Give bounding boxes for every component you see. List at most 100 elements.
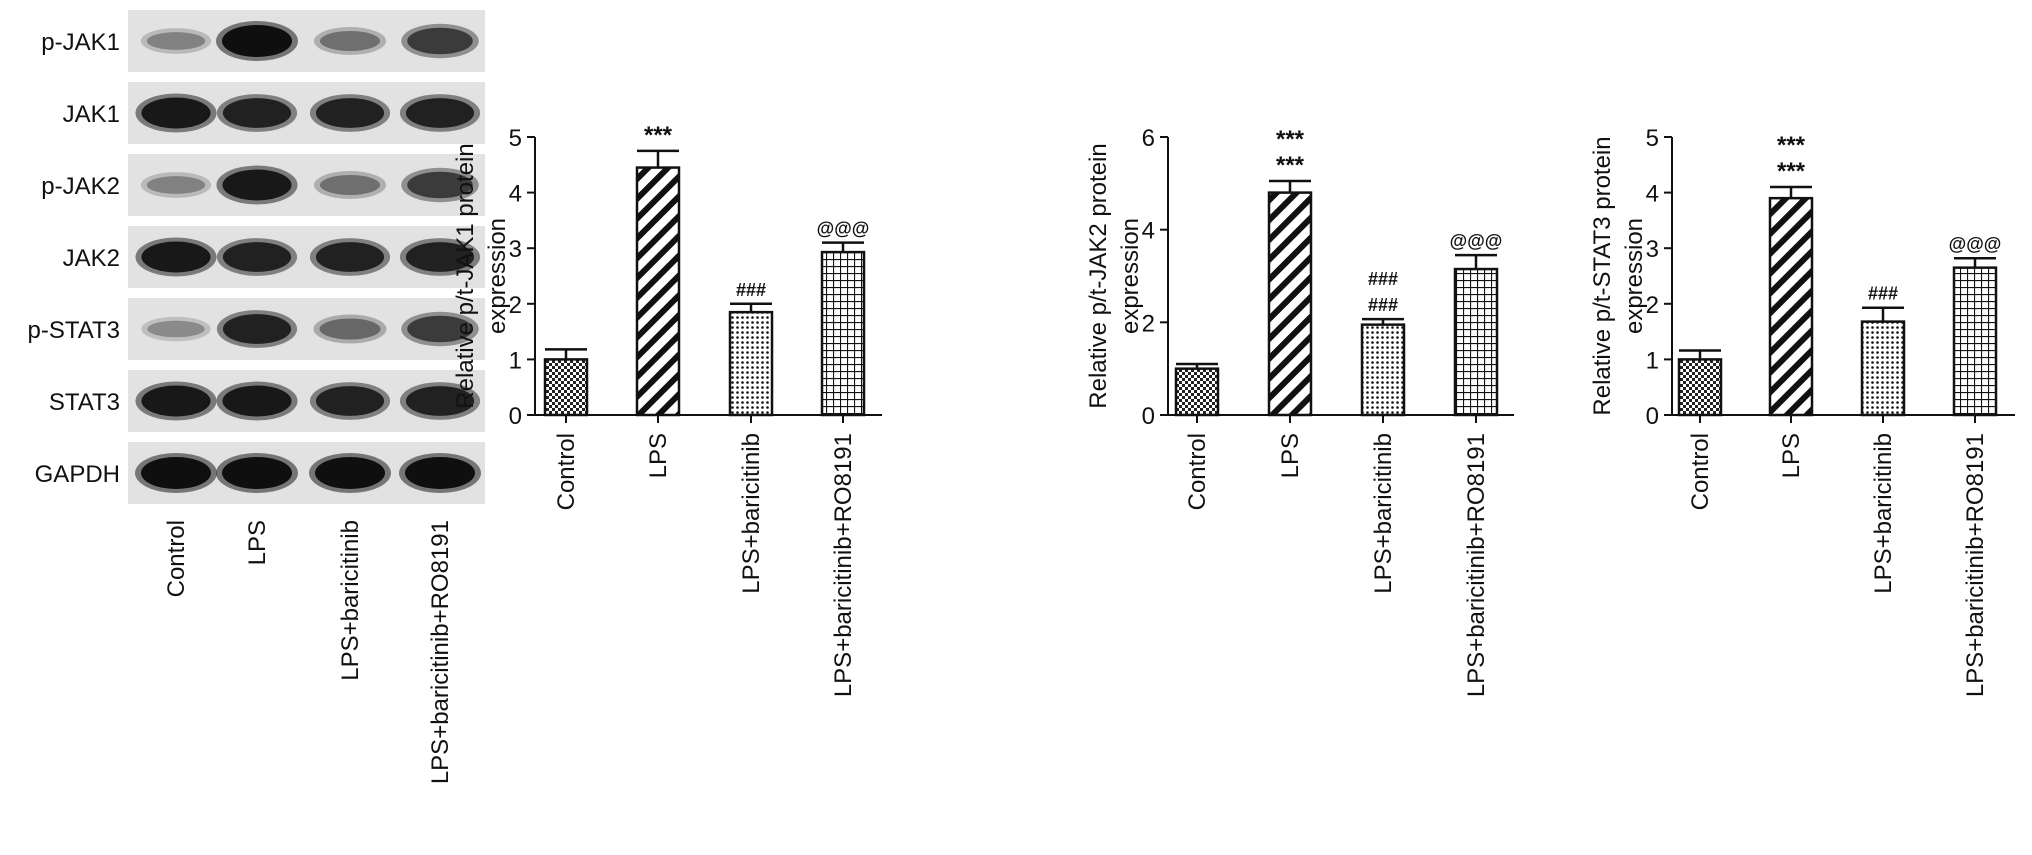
x-tick-label: Control [1184, 433, 1211, 510]
y-axis-label: expression [1117, 218, 1144, 334]
chart-1: 0 1 2 3 4 5 Relative p/t-JAK1 protein expressio… [452, 122, 882, 697]
significance-marker: *** [1276, 152, 1305, 179]
y-tick-label: 4 [1646, 181, 1659, 208]
band [141, 97, 211, 129]
bar [1453, 267, 1499, 417]
bar [820, 250, 866, 417]
y-tick-label: 2 [509, 292, 522, 319]
significance-marker: *** [1276, 126, 1305, 153]
band [222, 314, 292, 344]
bar [543, 358, 589, 417]
y-axis-label: Relative p/t-JAK2 protein [1085, 143, 1112, 408]
band [222, 169, 292, 201]
y-tick-label: 4 [509, 181, 522, 208]
blot-row-label: GAPDH [35, 461, 120, 488]
blot-row-label: JAK2 [63, 245, 120, 272]
bar [1174, 367, 1220, 417]
blot-lane-label: LPS [244, 520, 271, 565]
band [405, 242, 475, 272]
band [407, 27, 473, 55]
band [315, 457, 385, 489]
western-blot-panel: p-JAK1 JAK1 p-JAK2 JAK2 p-STAT3 STAT3 GAPDH Con… [28, 10, 485, 784]
x-tick-label: LPS+baricitinib+RO8191 [830, 433, 857, 697]
blot-row-jak1: JAK1 [63, 82, 485, 144]
significance-marker: @@@ [1450, 231, 1503, 251]
x-tick-label: LPS+baricitinib+RO8191 [1962, 433, 1989, 697]
bar [1677, 358, 1723, 417]
band [315, 386, 385, 416]
x-tick-label: Control [1687, 433, 1714, 510]
x-tick-label: LPS+baricitinib [1370, 433, 1397, 594]
blot-row-label: p-STAT3 [28, 317, 120, 344]
bar [1267, 191, 1313, 417]
y-axis-label: expression [1621, 218, 1648, 334]
significance-marker: *** [1777, 158, 1806, 185]
y-tick-label: 4 [1142, 218, 1155, 245]
band [315, 242, 385, 272]
chart-2: 0 2 4 6 Relative p/t-JAK2 protein expression C… [1085, 125, 1514, 697]
band [405, 98, 475, 128]
band [407, 315, 473, 343]
band [222, 242, 292, 272]
y-tick-label: 1 [1646, 347, 1659, 374]
y-tick-label: 0 [1646, 403, 1659, 430]
x-tick-label: LPS+baricitinib+RO8191 [1463, 433, 1490, 697]
significance-marker: @@@ [1949, 234, 2002, 254]
x-tick-label: LPS+baricitinib [1870, 433, 1897, 594]
blot-lane-label: LPS+baricitinib+RO8191 [427, 520, 454, 784]
blot-row-stat3: STAT3 [49, 370, 485, 432]
x-tick-label: LPS+baricitinib [738, 433, 765, 594]
band [407, 171, 473, 199]
bar [1952, 266, 1998, 417]
band [141, 385, 211, 417]
bar [635, 166, 681, 417]
y-tick-label: 6 [1142, 125, 1155, 152]
x-tick-label: LPS [645, 433, 672, 478]
band [222, 25, 292, 57]
y-tick-label: 3 [509, 236, 522, 263]
significance-marker: ### [1368, 295, 1398, 315]
x-tick-label: LPS [1778, 433, 1805, 478]
blot-row-p-jak1: p-JAK1 [41, 10, 485, 72]
band [141, 457, 211, 489]
chart-3: 0 1 2 3 4 5 Relative p/t-STAT3 protein expressi… [1589, 125, 2015, 697]
bar [1860, 320, 1906, 417]
x-tick-label: LPS [1277, 433, 1304, 478]
bar [1360, 323, 1406, 417]
significance-marker: @@@ [817, 219, 870, 239]
band [141, 241, 211, 273]
blot-row-p-jak2: p-JAK2 [41, 154, 485, 216]
blot-row-label: STAT3 [49, 389, 120, 416]
blot-row-label: JAK1 [63, 101, 120, 128]
y-axis-label: Relative p/t-JAK1 protein [452, 143, 479, 408]
band [146, 176, 206, 194]
y-tick-label: 2 [1142, 310, 1155, 337]
blot-lane-label: Control [163, 520, 190, 597]
band [405, 386, 475, 416]
band [222, 98, 292, 128]
y-tick-label: 2 [1646, 292, 1659, 319]
y-axis-label: expression [484, 218, 511, 334]
significance-marker: ### [1868, 284, 1898, 304]
y-tick-label: 5 [509, 125, 522, 152]
blot-row-gapdh: GAPDH [35, 442, 485, 504]
x-tick-label: Control [553, 433, 580, 510]
blot-row-label: p-JAK1 [41, 29, 120, 56]
y-tick-label: 0 [1142, 403, 1155, 430]
y-axis-label: Relative p/t-STAT3 protein [1589, 136, 1616, 415]
band [147, 320, 205, 338]
blot-row-jak2: JAK2 [63, 226, 485, 288]
significance-marker: ### [736, 280, 766, 300]
blot-row-label: p-JAK2 [41, 173, 120, 200]
significance-marker: ### [1368, 269, 1398, 289]
y-tick-label: 5 [1646, 125, 1659, 152]
significance-marker: *** [1777, 132, 1806, 159]
band [319, 31, 381, 51]
bar [1768, 196, 1814, 417]
significance-marker: *** [644, 122, 673, 149]
y-tick-label: 0 [509, 403, 522, 430]
blot-row-p-stat3: p-STAT3 [28, 298, 485, 360]
band [405, 457, 475, 489]
